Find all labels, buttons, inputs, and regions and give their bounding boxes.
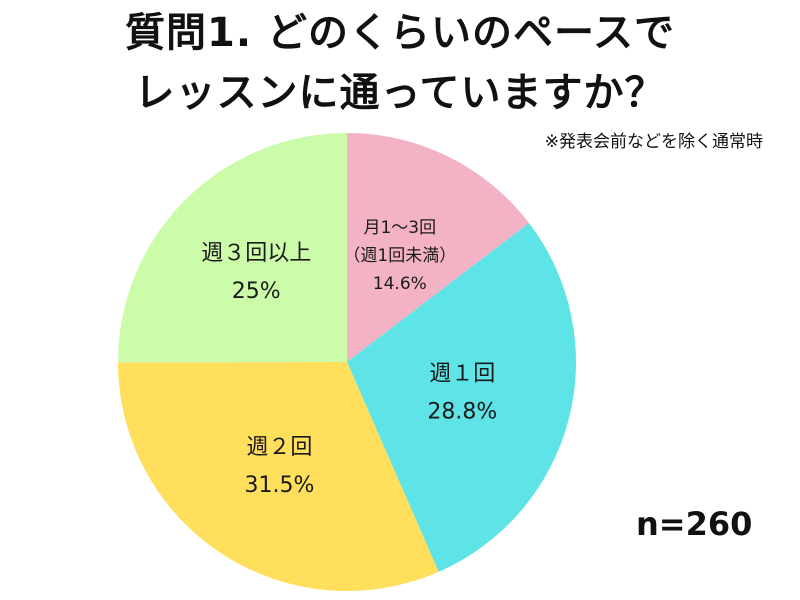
chart-title-line-1: 質問1. どのくらいのペースで — [125, 10, 675, 56]
pie-slice-category-3: 週３回以上 — [201, 241, 311, 266]
sample-size-label: n=260 — [636, 505, 753, 543]
pie-slice-label-3: 週３回以上 25% — [201, 241, 311, 304]
pie-slice-label-1: 週１回 28.8% — [427, 362, 497, 425]
chart-title-line-2: レッスンに通っていますか？ — [134, 70, 666, 116]
pie-slice-label-0: 月1〜3回 （週1回未満） 14.6% — [343, 218, 456, 294]
pie-slice-category-2: 週２回 — [246, 435, 312, 460]
pie-slice-value-3: 25% — [232, 279, 281, 304]
pie-slice-category-1: 週１回 — [429, 362, 495, 387]
pie-slice-0 — [347, 133, 529, 362]
pie-slice-value-2: 31.5% — [244, 473, 314, 498]
pie-slice-category-0: （週1回未満） — [343, 246, 456, 266]
pie-slice-category-0: 月1〜3回 — [363, 218, 436, 238]
pie-slice-1 — [347, 222, 576, 572]
pie-slice-value-0: 14.6% — [373, 274, 427, 294]
pie-slice-3 — [117, 133, 347, 363]
pie-slice-value-1: 28.8% — [427, 400, 497, 425]
chart-footnote: ※発表会前などを除く通常時 — [544, 132, 763, 152]
pie-slice-label-2: 週２回 31.5% — [244, 435, 314, 498]
pie-slice-2 — [118, 362, 439, 591]
